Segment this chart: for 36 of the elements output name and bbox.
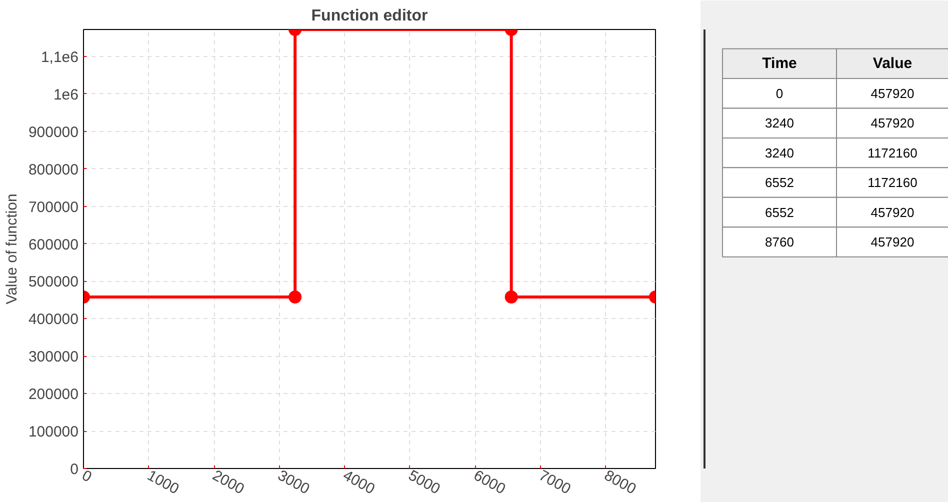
y-tick-label: 500000	[28, 274, 79, 291]
y-tick-label: 700000	[28, 198, 79, 216]
text: 8760	[765, 234, 794, 250]
text: 457920	[870, 204, 914, 220]
text: Time	[762, 55, 797, 72]
text: Value	[872, 55, 912, 72]
text: 6552	[765, 175, 794, 190]
y-tick-label: 200000	[28, 386, 79, 404]
text: 6552	[765, 204, 794, 220]
x-tick-label: 0	[78, 466, 94, 486]
text: 1172160	[868, 145, 918, 160]
y-tick-label: 400000	[28, 311, 79, 328]
chart-title: Function editor	[311, 8, 428, 24]
text: 3240	[765, 145, 794, 160]
x-tick-label: 1000	[144, 466, 182, 498]
y-tick-label: 1e6	[53, 86, 79, 104]
text: 3240	[765, 116, 794, 131]
y-tick-label: 1,1e6	[40, 49, 79, 66]
x-tick-label: 3000	[274, 466, 312, 498]
y-tick-label: 900000	[28, 124, 79, 141]
text: 457920	[870, 86, 914, 101]
text: 457920	[870, 116, 914, 131]
y-tick-label: 800000	[28, 161, 79, 178]
y-tick-label: 100000	[28, 424, 79, 441]
y-tick-label: 600000	[28, 236, 79, 254]
y-axis-title: Value of function	[3, 194, 20, 304]
x-tick-label: 4000	[340, 466, 378, 498]
x-tick-label: 2000	[210, 466, 247, 498]
x-tick-label: 8000	[601, 466, 639, 498]
x-tick-label: 7000	[536, 466, 574, 498]
text: 457920	[870, 234, 914, 250]
x-tick-label: 6000	[470, 466, 508, 498]
y-tick-label: 300000	[28, 348, 79, 366]
text: 0	[776, 86, 784, 101]
x-tick-label: 5000	[405, 466, 443, 498]
text: 1172160	[868, 175, 918, 190]
